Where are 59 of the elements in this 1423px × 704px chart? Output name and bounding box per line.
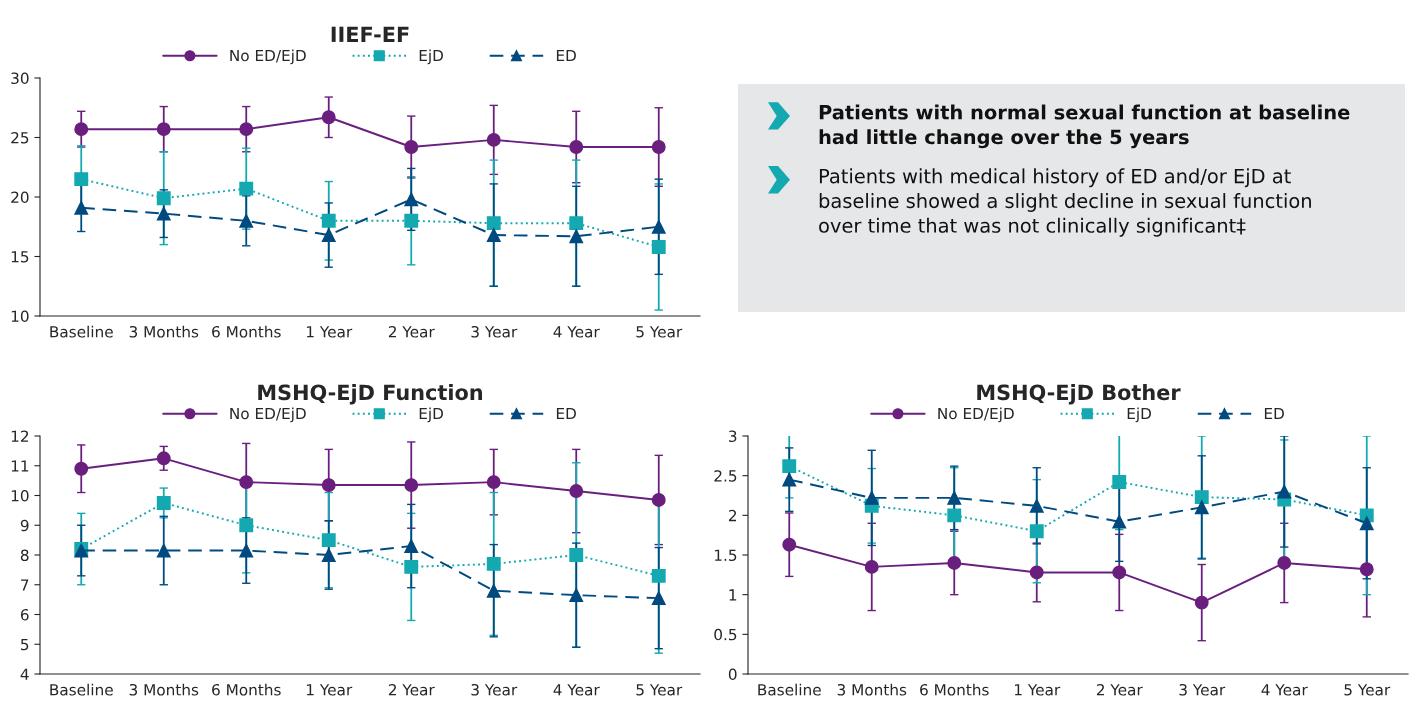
y-tick-label: 3	[729, 430, 737, 443]
chart-title: IIEF-EF	[331, 26, 409, 42]
y-tick-label: 6	[20, 608, 29, 621]
x-tick-label: 3 Months	[129, 325, 199, 338]
y-tick-label: 1.5	[714, 549, 737, 562]
legend-label: No ED/EjD	[938, 407, 1014, 423]
text: Patients with normal sexual function at baseline had little change over the 5 years	[819, 104, 1350, 149]
x-tick-label: 3 Year	[1179, 683, 1226, 696]
x-tick-label: 6 Months	[212, 683, 281, 696]
x-tick-label: 6 Months	[920, 683, 989, 696]
x-tick-label: 3 Year	[471, 683, 518, 696]
y-tick-label: 8	[20, 549, 29, 562]
legend-label: EjD	[419, 407, 443, 423]
x-tick-label: 2 Year	[388, 683, 435, 696]
y-tick-label: 9	[20, 519, 29, 532]
y-tick-label: 12	[11, 430, 29, 442]
x-tick-label: 6 Months	[212, 325, 281, 338]
y-tick-label: 5	[21, 638, 29, 651]
y-tick-label: 0	[728, 668, 737, 681]
y-tick-label: 0.5	[714, 628, 737, 641]
legend-label: EjD	[419, 49, 443, 65]
y-tick-label: 2.5	[714, 470, 737, 482]
x-tick-label: Baseline	[50, 325, 113, 338]
x-tick-label: 2 Year	[388, 325, 435, 338]
x-tick-label: 2 Year	[1096, 683, 1143, 696]
x-tick-label: Baseline	[50, 683, 113, 696]
x-tick-label: 5 Year	[636, 326, 683, 338]
y-tick-label: 10	[11, 489, 29, 502]
y-tick-label: 7	[21, 579, 29, 591]
x-tick-label: 1 Year	[306, 684, 353, 696]
legend-label: EjD	[1127, 407, 1151, 423]
x-tick-label: 4 Year	[553, 684, 600, 696]
x-tick-label: 1 Year	[1014, 684, 1061, 696]
y-tick-label: 20	[11, 191, 29, 204]
y-tick-label: 1	[729, 589, 737, 601]
legend-label: ED	[556, 49, 576, 62]
x-tick-label: 5 Year	[1344, 684, 1391, 696]
text: Patients with medical history of ED and/or EjD at baseline showed a slight decline in sexual function over time that was not clinically significant‡	[819, 168, 1311, 237]
x-tick-label: 3 Months	[129, 683, 199, 696]
x-tick-label: Baseline	[758, 683, 821, 696]
y-tick-label: 15	[11, 251, 29, 263]
y-tick-label: 4	[20, 668, 29, 680]
legend-label: No ED/EjD	[230, 407, 306, 423]
y-tick-label: 10	[11, 310, 29, 323]
x-tick-label: 4 Year	[1261, 684, 1308, 696]
chart-title: MSHQ-EjD Function	[258, 384, 483, 405]
y-tick-label: 25	[11, 131, 29, 144]
x-tick-label: 4 Year	[553, 326, 600, 338]
y-tick-label: 2	[728, 509, 737, 522]
legend-label: ED	[556, 407, 576, 420]
x-tick-label: 1 Year	[306, 326, 353, 338]
chart-title: MSHQ-EjD Bother	[977, 384, 1181, 405]
x-tick-label: 3 Year	[471, 325, 518, 338]
x-tick-label: 3 Months	[837, 683, 907, 696]
x-tick-label: 5 Year	[636, 684, 683, 696]
y-tick-label: 30	[11, 72, 29, 85]
y-tick-label: 11	[11, 460, 29, 472]
legend-label: ED	[1264, 407, 1284, 420]
legend-label: No ED/EjD	[230, 49, 306, 65]
